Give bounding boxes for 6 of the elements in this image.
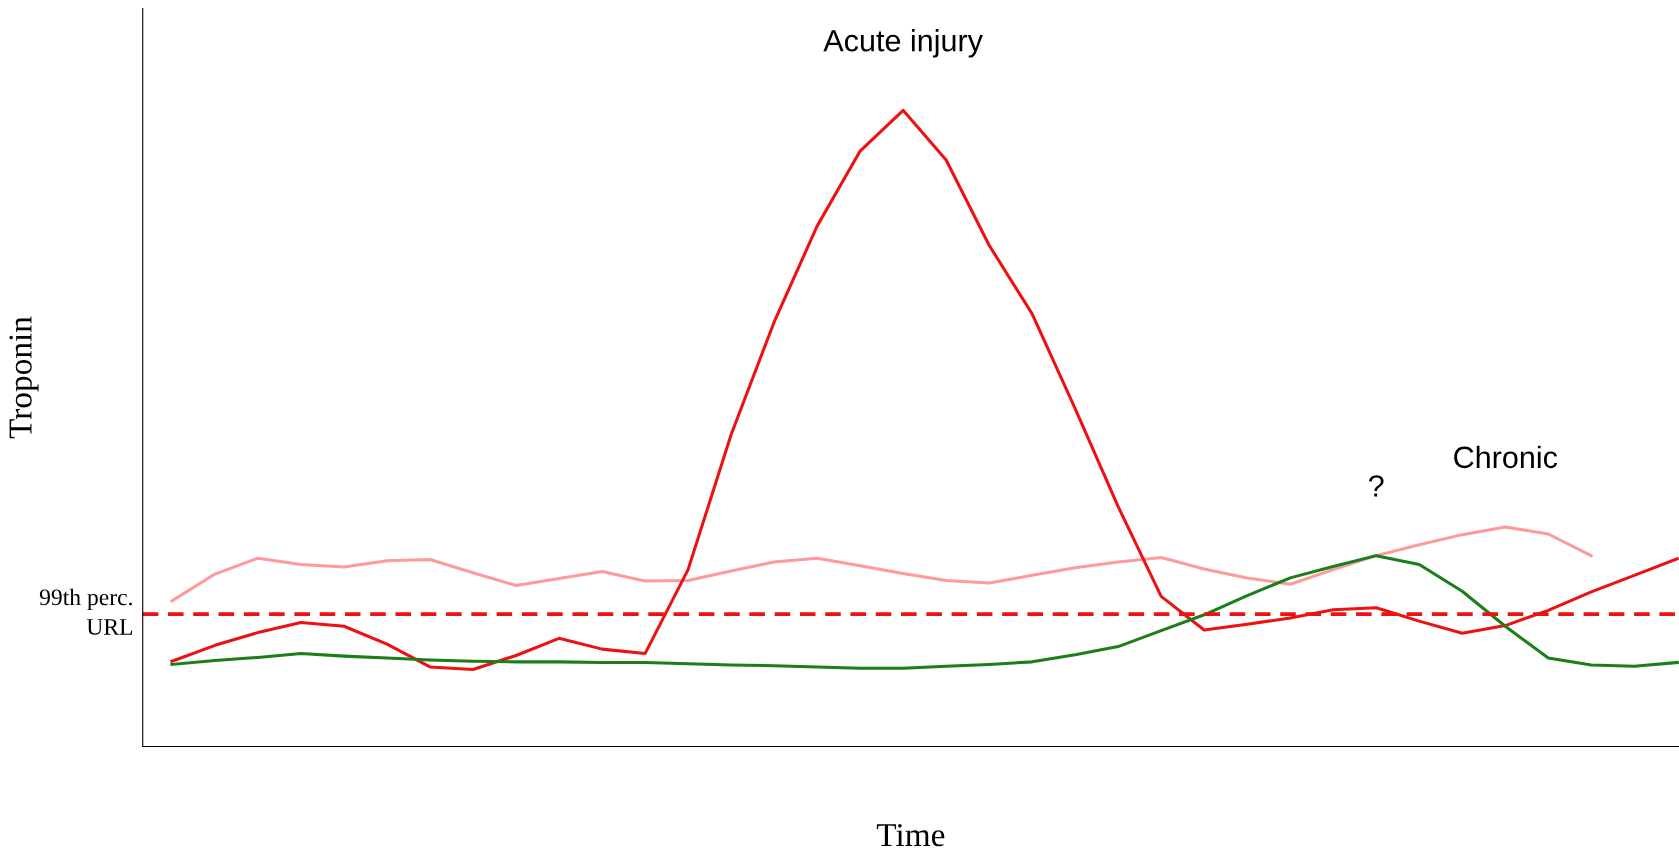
- text: Acute injury: [823, 29, 983, 58]
- x-axis-title: Time: [876, 823, 945, 847]
- ref-line-label: 99th perc. URL: [39, 588, 133, 635]
- y-axis-title: Troponin: [9, 316, 39, 439]
- text: Chronic: [1454, 445, 1558, 469]
- series-label: ?: [1368, 475, 1384, 497]
